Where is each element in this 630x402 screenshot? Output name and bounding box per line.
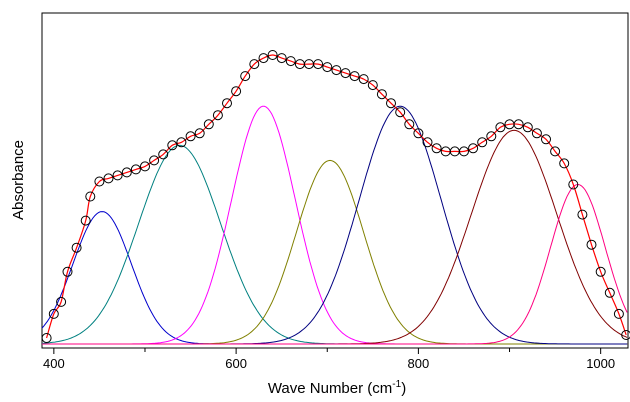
data-point	[313, 59, 324, 70]
x-tick-label: 1000	[586, 356, 615, 371]
data-point	[71, 242, 82, 253]
data-point	[167, 140, 178, 151]
data-point	[376, 89, 387, 100]
data-point	[604, 287, 615, 298]
data-point	[431, 143, 442, 154]
x-axis-ticks: 400 600 800 1000	[43, 348, 615, 371]
data-point	[56, 296, 67, 307]
data-point	[568, 179, 579, 190]
y-axis-label: Absorbance	[10, 140, 27, 220]
data-point	[240, 71, 251, 82]
data-point	[422, 137, 433, 148]
fit-curve	[45, 54, 627, 339]
data-point	[285, 56, 296, 67]
data-point	[404, 119, 415, 130]
data-point	[495, 122, 506, 133]
fit-line	[45, 54, 627, 339]
data-point	[41, 333, 52, 343]
data-point	[231, 86, 242, 97]
data-point	[559, 158, 570, 169]
data-point	[222, 98, 232, 109]
data-point	[621, 330, 630, 340]
data-point	[367, 80, 378, 91]
data-point	[85, 191, 96, 202]
data-point	[112, 170, 123, 181]
data-point	[477, 137, 488, 148]
data-point	[340, 68, 351, 79]
data-point	[212, 110, 223, 121]
data-point	[176, 137, 187, 148]
data-point	[103, 173, 114, 184]
data-point	[130, 164, 141, 175]
data-point	[185, 131, 196, 142]
x-tick-label: 600	[225, 356, 247, 371]
peak-curve	[42, 159, 628, 345]
data-point	[358, 74, 369, 85]
data-point	[249, 59, 260, 70]
x-tick-label: 400	[43, 356, 65, 371]
data-point	[331, 65, 342, 76]
peak-curve	[42, 183, 628, 345]
data-point	[62, 266, 73, 277]
data-point	[468, 143, 479, 154]
peak-curves	[41, 105, 628, 345]
data-point	[349, 71, 360, 82]
data-point	[276, 53, 287, 64]
data-point	[577, 209, 588, 220]
peak-curve	[42, 105, 628, 345]
data-point	[531, 128, 542, 139]
x-axis-label: Wave Number (cm-1)	[268, 379, 406, 397]
data-point	[386, 98, 396, 109]
data-point	[149, 155, 160, 166]
data-point	[194, 128, 205, 139]
data-point	[121, 167, 132, 178]
data-point	[258, 53, 269, 64]
data-point	[486, 131, 497, 142]
data-point	[413, 128, 424, 139]
data-point	[48, 308, 59, 319]
data-point	[322, 62, 333, 73]
x-axis-label-sup: -1	[392, 379, 401, 390]
data-point	[459, 146, 469, 157]
data-point	[267, 50, 278, 60]
data-point	[613, 308, 624, 319]
data-point	[541, 134, 551, 145]
data-point	[395, 107, 406, 118]
data-point	[513, 119, 524, 130]
data-point	[586, 239, 597, 250]
observed-markers	[41, 50, 630, 343]
x-tick-label: 800	[408, 356, 430, 371]
data-point	[203, 119, 214, 130]
plot-frame	[41, 12, 629, 349]
data-point	[522, 122, 533, 133]
data-point	[94, 176, 105, 187]
data-point	[550, 146, 561, 157]
peak-curve	[42, 105, 628, 345]
x-axis-label-end: )	[401, 380, 406, 397]
data-point	[140, 161, 150, 172]
data-point	[595, 266, 606, 277]
data-point	[158, 149, 169, 160]
data-point	[80, 215, 91, 226]
x-axis-label-main: Wave Number (cm	[268, 380, 392, 397]
